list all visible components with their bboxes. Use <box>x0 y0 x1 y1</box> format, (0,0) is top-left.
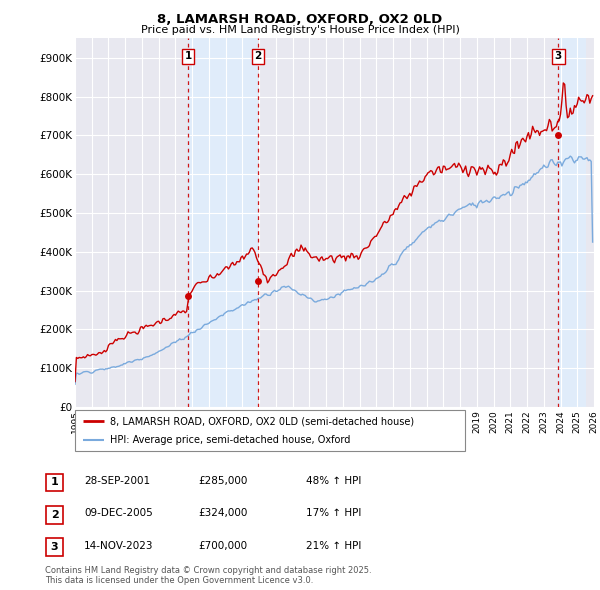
Text: 2: 2 <box>254 51 262 61</box>
Text: 3: 3 <box>555 51 562 61</box>
Text: 14-NOV-2023: 14-NOV-2023 <box>84 541 154 550</box>
Bar <box>188 38 258 407</box>
Text: 21% ↑ HPI: 21% ↑ HPI <box>306 541 361 550</box>
Text: 1: 1 <box>51 477 58 487</box>
Text: £324,000: £324,000 <box>198 509 247 518</box>
Text: 17% ↑ HPI: 17% ↑ HPI <box>306 509 361 518</box>
Bar <box>559 38 586 407</box>
Text: 2: 2 <box>51 510 58 520</box>
Text: 09-DEC-2005: 09-DEC-2005 <box>84 509 153 518</box>
Text: 48% ↑ HPI: 48% ↑ HPI <box>306 476 361 486</box>
Text: £285,000: £285,000 <box>198 476 247 486</box>
Text: 8, LAMARSH ROAD, OXFORD, OX2 0LD (semi-detached house): 8, LAMARSH ROAD, OXFORD, OX2 0LD (semi-d… <box>110 416 414 426</box>
Text: Contains HM Land Registry data © Crown copyright and database right 2025.
This d: Contains HM Land Registry data © Crown c… <box>45 566 371 585</box>
Text: £700,000: £700,000 <box>198 541 247 550</box>
Text: 1: 1 <box>184 51 191 61</box>
Text: Price paid vs. HM Land Registry's House Price Index (HPI): Price paid vs. HM Land Registry's House … <box>140 25 460 35</box>
Text: HPI: Average price, semi-detached house, Oxford: HPI: Average price, semi-detached house,… <box>110 435 350 445</box>
Text: 3: 3 <box>51 542 58 552</box>
Text: 28-SEP-2001: 28-SEP-2001 <box>84 476 150 486</box>
Text: 8, LAMARSH ROAD, OXFORD, OX2 0LD: 8, LAMARSH ROAD, OXFORD, OX2 0LD <box>157 13 443 26</box>
